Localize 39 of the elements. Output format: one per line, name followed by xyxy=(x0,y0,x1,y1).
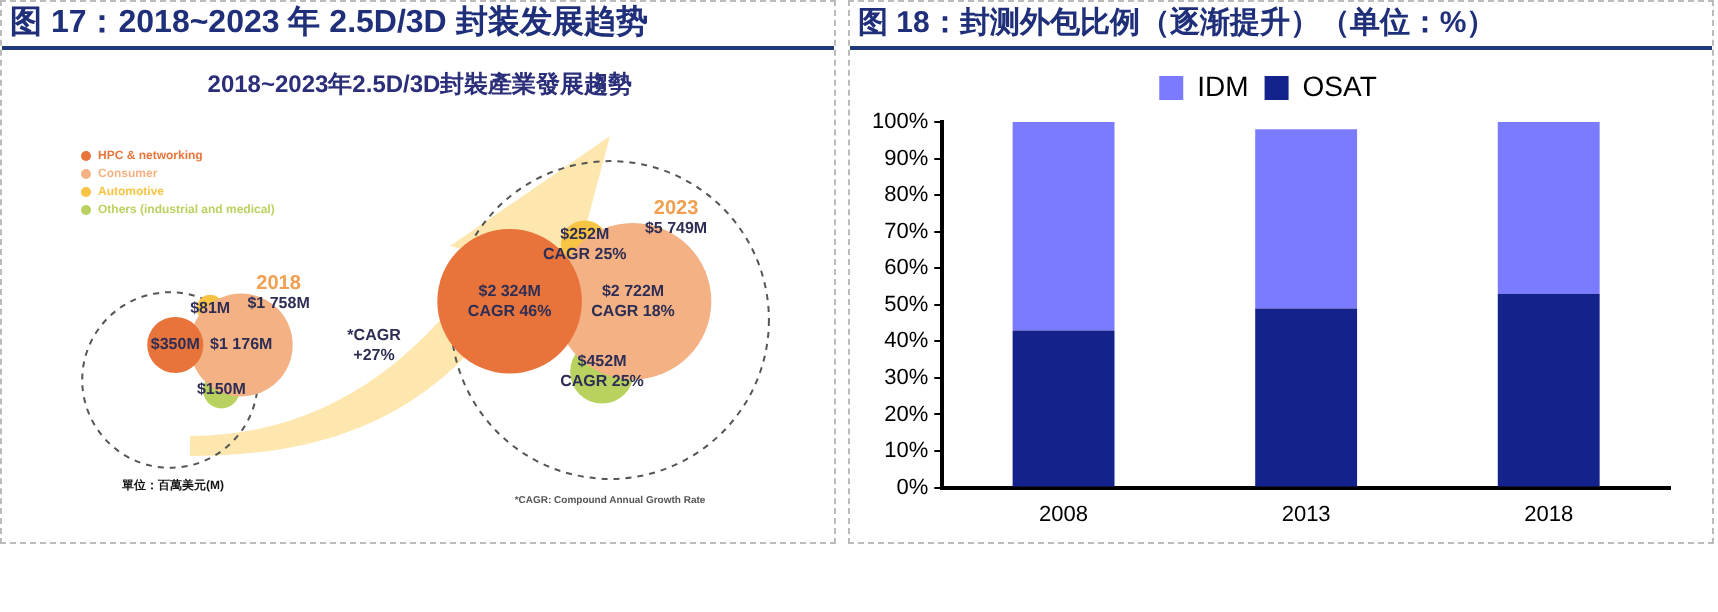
category-label: 2023 xyxy=(653,198,700,221)
text: $5 749M xyxy=(644,219,708,238)
y-tick-label: 50% xyxy=(884,292,929,317)
data-label: $350M xyxy=(150,335,201,354)
text: CAGR 25% xyxy=(542,244,627,263)
text: CAGR 18% xyxy=(591,301,675,320)
data-label: $1 176M xyxy=(210,335,274,354)
y-tick-label: 90% xyxy=(884,146,929,171)
data-label: $2 324M xyxy=(478,281,542,300)
text: *CAGR +27% xyxy=(347,326,402,365)
bar xyxy=(1012,122,1115,331)
legend-label: OSAT xyxy=(1302,69,1378,102)
x-tick-label: 2008 xyxy=(1039,502,1089,527)
legend-label: IDM xyxy=(1197,69,1249,102)
bar xyxy=(1497,122,1600,294)
y-tick-label: 10% xyxy=(884,439,929,464)
category-label: 2018 xyxy=(256,272,302,295)
bar xyxy=(1012,330,1115,487)
y-tick-label: 60% xyxy=(884,256,929,281)
y-tick-label: 100% xyxy=(871,110,929,135)
data-label: $452M xyxy=(577,352,628,371)
x-tick-label: 2018 xyxy=(1524,502,1574,527)
x-tick-label: 2013 xyxy=(1281,502,1331,527)
y-tick-label: 20% xyxy=(884,402,929,427)
text: 图 17：2018~2023 年 2.5D/3D 封装发展趋势 xyxy=(2,2,834,50)
data-label: $252M xyxy=(560,224,610,243)
y-tick-label: 30% xyxy=(884,365,929,390)
text: $1 758M xyxy=(247,293,310,312)
chart-title: 图 18：封测外包比例（逐渐提升）（单位：%） xyxy=(850,2,1712,50)
text: 2018~2023年2.5D/3D封裝產業發展趨勢 xyxy=(205,68,635,102)
y-tick-label: 0% xyxy=(896,475,929,500)
y-tick-label: 80% xyxy=(884,183,929,208)
bar xyxy=(1497,293,1600,487)
data-label: $2 722M xyxy=(601,281,665,300)
y-tick-label: 70% xyxy=(884,219,929,244)
bar xyxy=(1255,308,1358,487)
text: CAGR 46% xyxy=(467,301,552,320)
y-tick-label: 40% xyxy=(884,329,929,354)
bar xyxy=(1255,129,1358,309)
